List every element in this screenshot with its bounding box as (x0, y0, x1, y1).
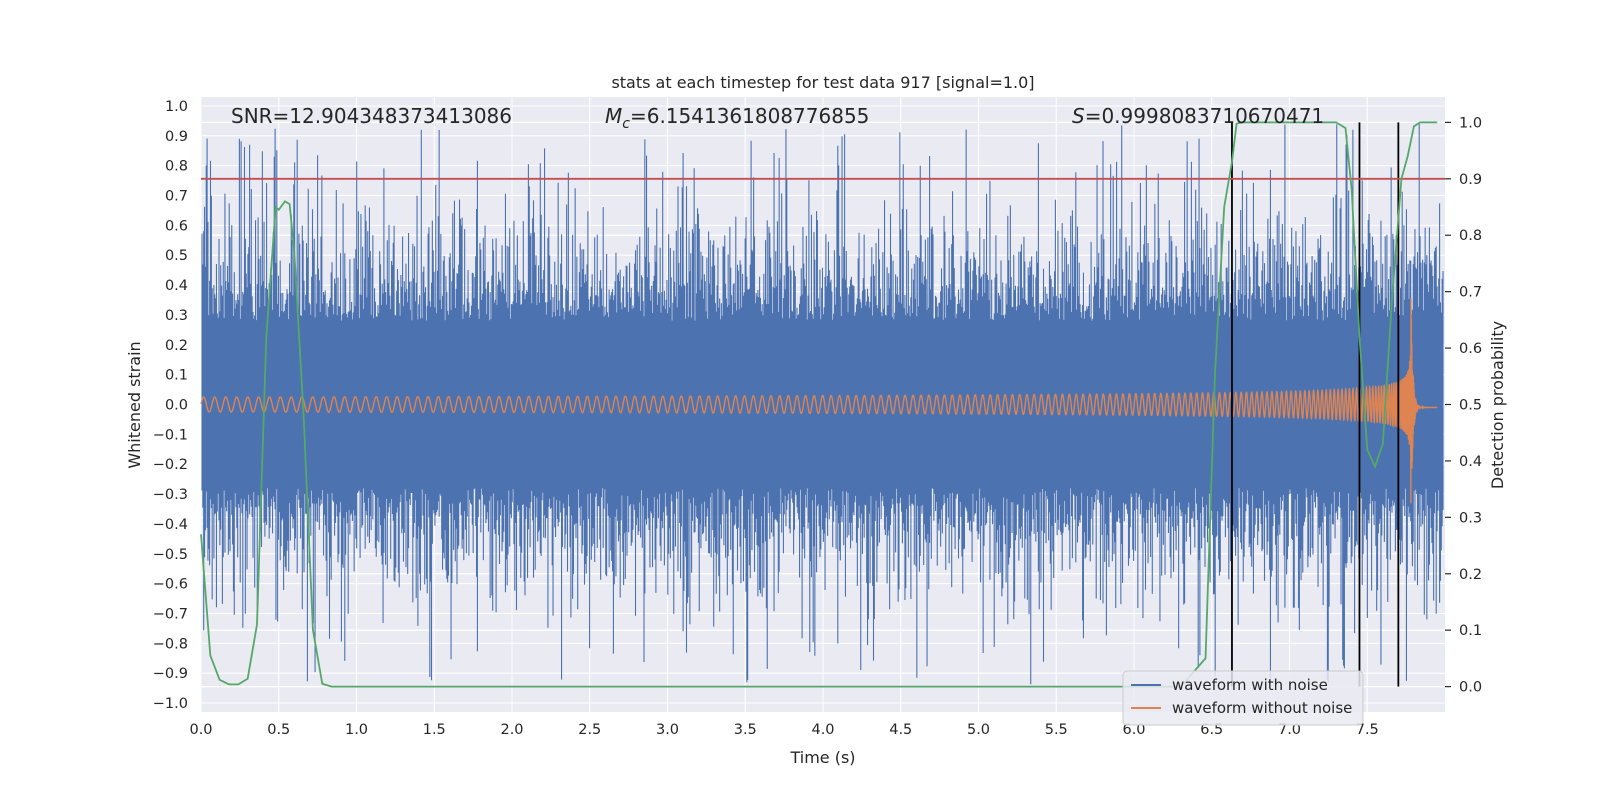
y-right-tick-label: 0.1 (1459, 623, 1482, 639)
y-right-tick-label: 0.9 (1459, 172, 1482, 188)
x-tick-label: 3.0 (656, 722, 679, 738)
y-tick-label: 0.5 (165, 248, 188, 264)
y-tick-label: −0.8 (153, 636, 188, 652)
legend-box (1122, 670, 1364, 726)
y-tick-label: −0.7 (153, 606, 188, 622)
y-tick-label: −0.3 (153, 487, 188, 503)
y-right-tick-label: 0.7 (1459, 285, 1482, 301)
y-tick-label: −0.1 (153, 427, 188, 443)
snr-annotation: SNR=12.904348373413086 (231, 104, 512, 128)
x-tick-label: 6.0 (1122, 722, 1145, 738)
x-tick-label: 0.0 (189, 722, 212, 738)
x-tick-label: 4.0 (811, 722, 834, 738)
y-tick-label: −1.0 (153, 696, 188, 712)
x-tick-label: 6.5 (1200, 722, 1223, 738)
s-stat-annotation: S=0.9998083710670471 (1072, 104, 1324, 128)
y-right-axis-label: Detection probability (1488, 321, 1507, 489)
x-tick-label: 3.5 (734, 722, 757, 738)
y-right-tick-label: 0.0 (1459, 680, 1482, 696)
chirp-mass-symbol: M (605, 104, 622, 128)
x-tick-label: 5.5 (1045, 722, 1068, 738)
y-tick-label: 0.0 (165, 398, 188, 414)
y-tick-label: 0.3 (165, 308, 188, 324)
s-stat-value: =0.9998083710670471 (1085, 104, 1324, 128)
x-tick-label: 7.5 (1356, 722, 1379, 738)
y-right-tick-label: 1.0 (1459, 115, 1482, 131)
x-axis-ticks: 0.0 0.5 1.0 1.5 2.0 2.5 3.0 3.5 4.0 4.5 5.0 5.5 6.0 6… (189, 722, 1378, 738)
y-tick-label: 0.1 (165, 368, 188, 384)
y-tick-label: −0.5 (153, 547, 188, 563)
chart-title: stats at each timestep for test data 917… (611, 73, 1034, 92)
y-tick-label: 0.8 (165, 159, 188, 175)
y-tick-label: 0.6 (165, 218, 188, 234)
y-tick-label: −0.2 (153, 457, 188, 473)
legend-label-clean: waveform without noise (1172, 699, 1352, 717)
y-right-tick-label: 0.4 (1459, 454, 1482, 470)
y-right-tick-label: 0.8 (1459, 228, 1482, 244)
y-tick-label: 0.9 (165, 129, 188, 145)
y-right-tick-label: 0.6 (1459, 341, 1482, 357)
x-tick-label: 5.0 (967, 722, 990, 738)
x-tick-label: 1.5 (423, 722, 446, 738)
legend: waveform with noise waveform without noi… (1122, 670, 1364, 726)
y-tick-label: 0.4 (165, 278, 188, 294)
y-right-tick-label: 0.3 (1459, 510, 1482, 526)
y-tick-label: −0.4 (153, 517, 188, 533)
chirp-mass-subscript: c (622, 116, 630, 132)
x-tick-label: 2.0 (500, 722, 523, 738)
legend-label-noisy: waveform with noise (1172, 676, 1328, 694)
y-right-axis-ticks: 1.0 0.9 0.8 0.7 0.6 0.5 0.4 0.3 0.2 0.1 0.0 (1445, 115, 1482, 696)
y-axis-label: Whitened strain (125, 341, 144, 468)
x-tick-label: 4.5 (889, 722, 912, 738)
y-tick-label: −0.6 (153, 577, 188, 593)
x-tick-label: 7.0 (1278, 722, 1301, 738)
chirp-mass-value: =6.1541361808776855 (630, 104, 869, 128)
y-tick-label: 0.7 (165, 189, 188, 205)
chirp-mass-annotation: Mc=6.1541361808776855 (605, 104, 869, 132)
x-axis-label: Time (s) (789, 748, 855, 767)
y-right-tick-label: 0.2 (1459, 567, 1482, 583)
x-tick-label: 0.5 (267, 722, 290, 738)
y-right-tick-label: 0.5 (1459, 398, 1482, 414)
s-stat-symbol: S (1072, 104, 1085, 128)
y-axis-ticks: 1.0 0.9 0.8 0.7 0.6 0.5 0.4 0.3 0.2 0.1 0.0 −0.1 −0.… (153, 99, 188, 712)
y-tick-label: −0.9 (153, 666, 188, 682)
y-tick-label: 1.0 (165, 99, 188, 115)
y-tick-label: 0.2 (165, 338, 188, 354)
x-tick-label: 1.0 (345, 722, 368, 738)
x-tick-label: 2.5 (578, 722, 601, 738)
